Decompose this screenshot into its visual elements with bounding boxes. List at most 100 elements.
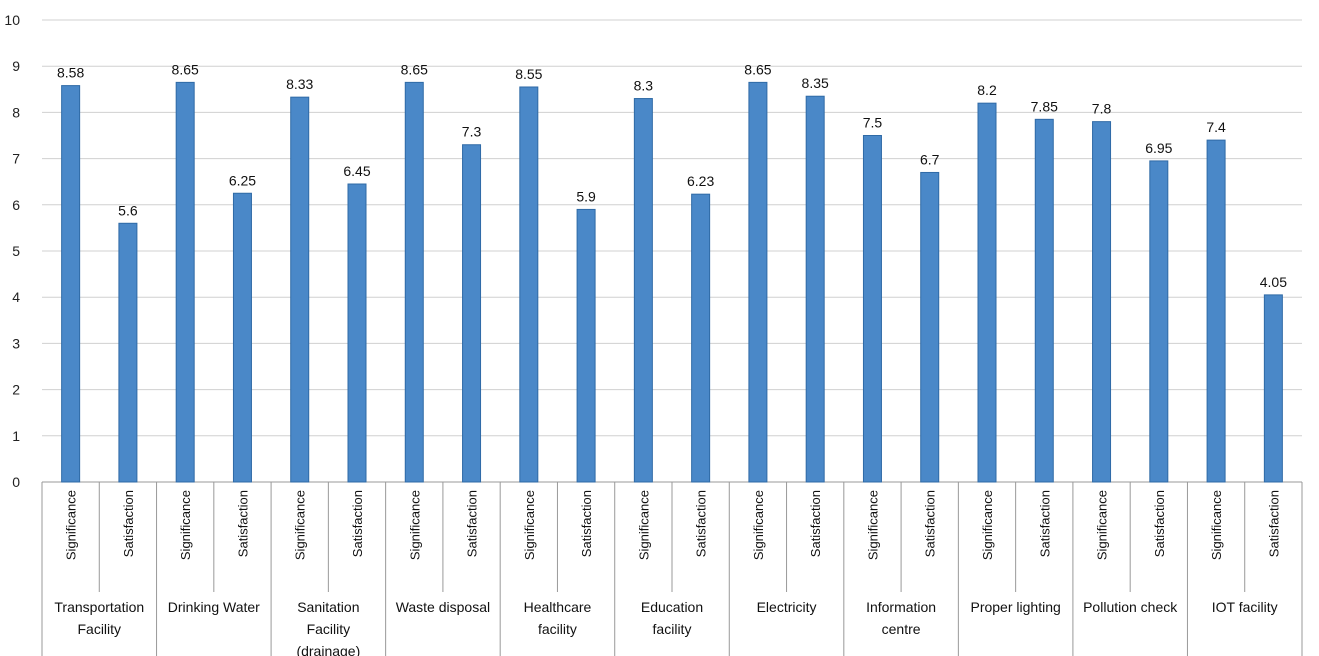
bar-satisfaction (1149, 160, 1169, 483)
x-subcategory-label: Significance (407, 490, 422, 560)
data-label: 8.33 (286, 76, 313, 92)
x-subcategory-label: Satisfaction (923, 490, 938, 557)
y-tick-label: 6 (12, 197, 20, 213)
bar-satisfaction (118, 222, 138, 483)
data-label: 8.2 (977, 82, 997, 98)
data-label: 6.95 (1145, 140, 1172, 156)
x-category-label: Education (641, 599, 703, 615)
data-label: 8.65 (744, 61, 771, 77)
bar-satisfaction (232, 192, 252, 483)
x-subcategory-label: Significance (1209, 490, 1224, 560)
data-label: 7.4 (1206, 119, 1226, 135)
y-tick-label: 7 (12, 151, 20, 167)
bar-significance (290, 96, 310, 483)
bar-satisfaction (1034, 118, 1054, 483)
bar-significance (748, 81, 768, 483)
x-axis: Significance Satisfaction Transportation Fa… (41, 482, 1303, 656)
bars (61, 81, 1283, 483)
x-subcategory-label: Significance (293, 490, 308, 560)
bar-satisfaction (805, 95, 825, 483)
data-label: 7.8 (1092, 101, 1112, 117)
y-tick-label: 10 (4, 12, 20, 28)
x-category-label: Sanitation (297, 599, 359, 615)
x-subcategory-label: Significance (865, 490, 880, 560)
bar-satisfaction (462, 144, 482, 483)
y-tick-label: 4 (12, 289, 20, 305)
data-label: 8.58 (57, 65, 84, 81)
y-tick-label: 8 (12, 104, 20, 120)
x-category-label: Transportation (54, 599, 144, 615)
x-category-label: Waste disposal (396, 599, 490, 615)
x-subcategory-label: Satisfaction (808, 490, 823, 557)
data-label: 8.3 (634, 78, 654, 94)
data-label: 5.9 (576, 188, 596, 204)
x-subcategory-label: Satisfaction (1037, 490, 1052, 557)
bar-satisfaction (920, 171, 940, 483)
data-label: 8.65 (172, 61, 199, 77)
x-category-label: Drinking Water (168, 599, 260, 615)
bar-significance (633, 98, 653, 483)
data-label: 7.3 (462, 124, 482, 140)
y-axis-ticks: 0 1 2 3 4 5 6 7 8 9 10 (4, 12, 20, 490)
bar-significance (61, 85, 81, 483)
x-subcategory-label: Satisfaction (579, 490, 594, 557)
x-category-label: facility (653, 621, 692, 637)
bar-satisfaction (1263, 294, 1283, 483)
data-label: 8.35 (802, 75, 829, 91)
x-subcategory-label: Significance (1095, 490, 1110, 560)
x-subcategory-label: Significance (980, 490, 995, 560)
bar-significance (404, 81, 424, 483)
data-labels: 8.58 5.6 8.65 6.25 8.33 6.45 8.65 7.3 8.55 5.9 8.3… (57, 61, 1287, 290)
bar-satisfaction (347, 183, 367, 483)
bar-significance (519, 86, 539, 483)
data-label: 6.23 (687, 173, 714, 189)
data-label: 7.85 (1031, 98, 1058, 114)
x-subcategory-label: Significance (751, 490, 766, 560)
y-tick-label: 0 (12, 474, 20, 490)
x-category-label: Pollution check (1083, 599, 1178, 615)
data-label: 4.05 (1260, 274, 1287, 290)
x-subcategory-label: Satisfaction (694, 490, 709, 557)
x-category-label: Electricity (757, 599, 817, 615)
bar-significance (175, 81, 195, 483)
x-subcategory-label: Satisfaction (1266, 490, 1281, 557)
data-label: 6.45 (343, 163, 370, 179)
x-category-label: Healthcare (524, 599, 592, 615)
data-label: 6.25 (229, 172, 256, 188)
x-category-label: Information (866, 599, 936, 615)
y-tick-label: 2 (12, 382, 20, 398)
gridlines (42, 19, 1302, 483)
bar-significance (1206, 139, 1226, 483)
x-category-label: centre (882, 621, 921, 637)
x-subcategory-label: Significance (522, 490, 537, 560)
data-label: 5.6 (118, 202, 138, 218)
x-subcategory-label: Satisfaction (235, 490, 250, 557)
bar-significance (977, 102, 997, 483)
x-subcategory-label: Significance (64, 490, 79, 560)
y-tick-label: 9 (12, 58, 20, 74)
y-tick-label: 5 (12, 243, 20, 259)
x-category-label: (drainage) (296, 643, 360, 656)
bar-satisfaction (691, 193, 711, 483)
data-label: 7.5 (863, 115, 883, 131)
x-category-label: Proper lighting (970, 599, 1060, 615)
y-tick-label: 1 (12, 428, 20, 444)
x-category-label: Facility (77, 621, 121, 637)
x-subcategory-label: Satisfaction (350, 490, 365, 557)
bar-satisfaction (576, 208, 596, 483)
data-label: 6.7 (920, 151, 940, 167)
x-category-label: IOT facility (1212, 599, 1278, 615)
x-category-label: facility (538, 621, 577, 637)
x-subcategory-label: Satisfaction (121, 490, 136, 557)
bar-significance (1092, 121, 1112, 483)
x-category-label: Facility (307, 621, 351, 637)
data-label: 8.55 (515, 66, 542, 82)
x-subcategory-label: Significance (636, 490, 651, 560)
x-subcategory-label: Satisfaction (1152, 490, 1167, 557)
y-tick-label: 3 (12, 335, 20, 351)
data-label: 8.65 (401, 61, 428, 77)
x-subcategory-label: Significance (178, 490, 193, 560)
bar-significance (862, 135, 882, 483)
x-subcategory-label: Satisfaction (465, 490, 480, 557)
